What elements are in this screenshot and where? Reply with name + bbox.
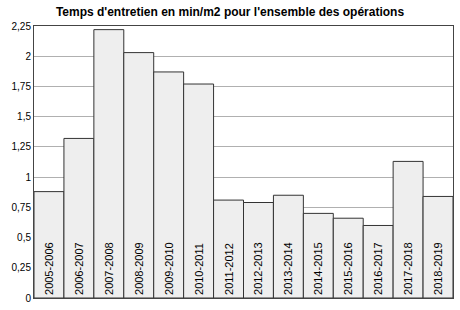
svg-text:1,75: 1,75 [12,81,32,92]
svg-text:2,25: 2,25 [12,21,32,32]
svg-text:2: 2 [25,51,31,62]
svg-text:2011-2012: 2011-2012 [223,243,235,295]
svg-text:2008-2009: 2008-2009 [133,242,145,295]
svg-text:1: 1 [25,172,31,183]
svg-text:2017-2018: 2017-2018 [402,242,414,295]
svg-text:2007-2008: 2007-2008 [103,242,115,295]
svg-text:2016-2017: 2016-2017 [372,242,384,295]
svg-text:2015-2016: 2015-2016 [342,242,354,295]
svg-text:2005-2006: 2005-2006 [43,242,55,295]
svg-text:0,75: 0,75 [12,202,32,213]
svg-text:Temps d'entretien en min/m2 po: Temps d'entretien en min/m2 pour l'ensem… [56,5,405,19]
svg-text:2006-2007: 2006-2007 [73,242,85,295]
svg-text:2010-2011: 2010-2011 [193,243,205,295]
svg-text:2012-2013: 2012-2013 [252,242,264,295]
svg-text:0,5: 0,5 [17,232,31,243]
svg-text:2013-2014: 2013-2014 [282,242,294,295]
svg-text:2014-2015: 2014-2015 [312,242,324,295]
svg-text:2018-2019: 2018-2019 [432,242,444,295]
svg-text:1,25: 1,25 [12,141,32,152]
svg-text:1,5: 1,5 [17,111,31,122]
svg-text:0: 0 [25,293,31,304]
svg-text:2009-2010: 2009-2010 [163,242,175,295]
svg-text:0,25: 0,25 [12,262,32,273]
